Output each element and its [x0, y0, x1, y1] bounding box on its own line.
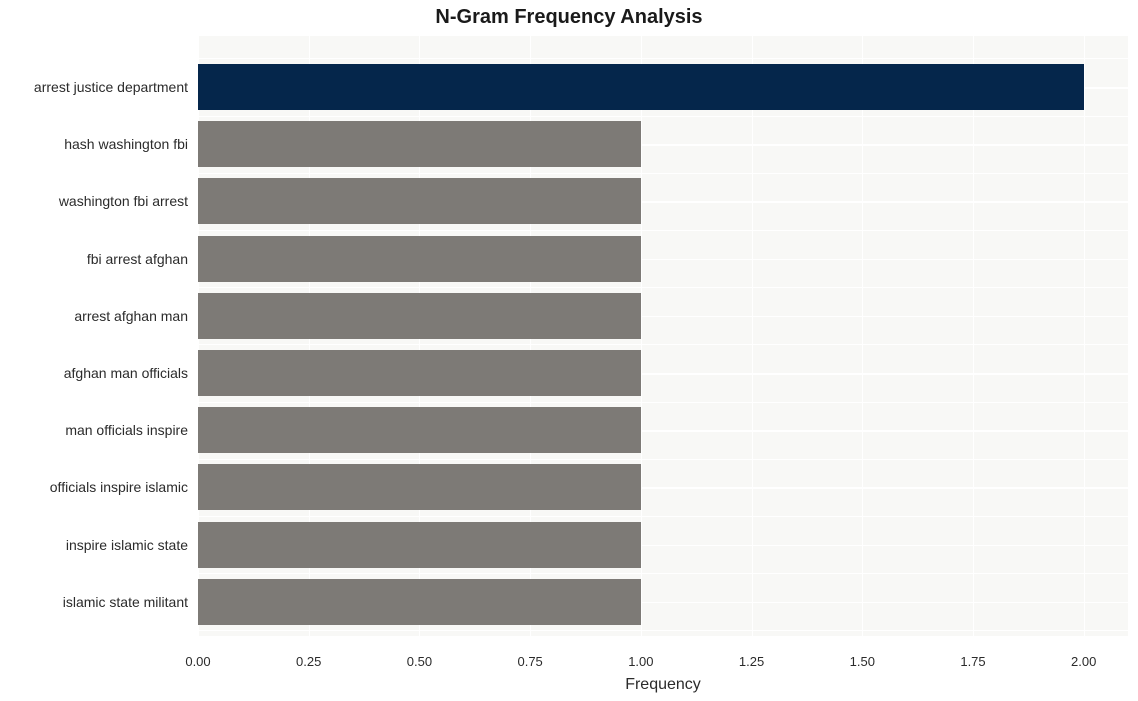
bar [198, 350, 641, 396]
x-tick-label: 1.00 [628, 654, 653, 669]
x-tick-label: 0.25 [296, 654, 321, 669]
y-tick-label: inspire islamic state [0, 537, 188, 553]
x-tick-label: 0.75 [517, 654, 542, 669]
x-tick-label: 1.50 [850, 654, 875, 669]
bar [198, 121, 641, 167]
y-tick-label: afghan man officials [0, 365, 188, 381]
bar [198, 579, 641, 625]
y-tick-label: arrest justice department [0, 79, 188, 95]
bar [198, 464, 641, 510]
y-tick-label: fbi arrest afghan [0, 251, 188, 267]
y-tick-label: officials inspire islamic [0, 479, 188, 495]
y-tick-label: man officials inspire [0, 422, 188, 438]
chart-container: N-Gram Frequency Analysis Frequency 0.00… [0, 0, 1138, 701]
x-axis-label: Frequency [0, 676, 1138, 694]
y-tick-label: washington fbi arrest [0, 193, 188, 209]
x-tick-label: 0.50 [407, 654, 432, 669]
y-gridline-minor [198, 459, 1128, 460]
y-tick-label: hash washington fbi [0, 136, 188, 152]
y-gridline-minor [198, 173, 1128, 174]
y-gridline-minor [198, 58, 1128, 59]
bar [198, 407, 641, 453]
y-gridline-minor [198, 630, 1128, 631]
y-gridline-minor [198, 573, 1128, 574]
plot-area [198, 36, 1128, 636]
chart-title: N-Gram Frequency Analysis [0, 6, 1138, 29]
x-tick-label: 0.00 [185, 654, 210, 669]
bar [198, 178, 641, 224]
y-tick-label: islamic state militant [0, 594, 188, 610]
y-gridline-minor [198, 344, 1128, 345]
bar [198, 293, 641, 339]
y-gridline-minor [198, 116, 1128, 117]
x-tick-label: 1.25 [739, 654, 764, 669]
x-tick-label: 2.00 [1071, 654, 1096, 669]
x-tick-label: 1.75 [960, 654, 985, 669]
bar [198, 236, 641, 282]
y-gridline-minor [198, 230, 1128, 231]
bar [198, 522, 641, 568]
y-gridline-minor [198, 402, 1128, 403]
bar [198, 64, 1084, 110]
y-gridline-minor [198, 516, 1128, 517]
y-tick-label: arrest afghan man [0, 308, 188, 324]
y-gridline-minor [198, 287, 1128, 288]
